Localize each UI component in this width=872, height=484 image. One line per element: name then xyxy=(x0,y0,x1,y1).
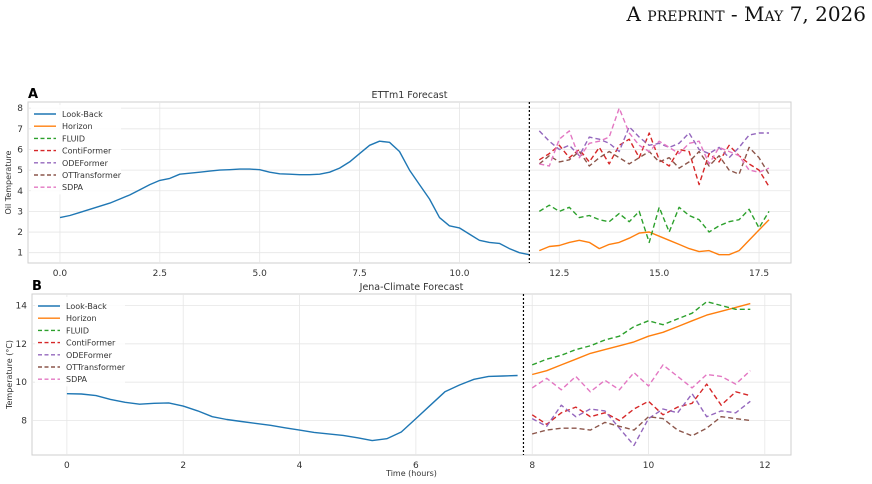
series-line-look-back xyxy=(66,374,518,442)
x-axis-label: Time (hours) xyxy=(385,469,437,478)
legend: Look-Back Horizon FLUID ContiFormer ODEForme… xyxy=(31,105,122,195)
y-tick-label: 4 xyxy=(17,187,23,197)
legend: Look-Back Horizon FLUID ContiFormer ODEForme… xyxy=(35,297,126,387)
y-tick-label: 3 xyxy=(17,207,23,217)
legend-label: Look-Back xyxy=(62,110,103,119)
x-tick-label: 2.5 xyxy=(153,269,167,279)
legend-label: Horizon xyxy=(62,122,93,131)
x-tick-label: 17.5 xyxy=(749,269,769,279)
x-tick-label: 0 xyxy=(64,461,70,471)
x-tick-label: 0.0 xyxy=(53,269,68,279)
page-header-text: A preprint - May 7, 2026 xyxy=(626,2,867,26)
y-axis-label: Oil Temperature xyxy=(4,150,13,214)
x-tick-label: 15.0 xyxy=(649,269,669,279)
x-tick-label: 10 xyxy=(643,461,655,471)
y-tick-label: 14 xyxy=(16,302,28,312)
x-tick-label: 4 xyxy=(297,461,303,471)
series-line-sdpa xyxy=(531,364,751,393)
series-line-look-back xyxy=(59,140,530,256)
panel-label: A xyxy=(28,87,38,102)
chart-panel-b: 0 2 4 6 8 10 12 8 10 12 14 Jena-Climate Forecast B Te… xyxy=(5,279,792,478)
legend-label: SDPA xyxy=(62,183,84,192)
legend-label: Look-Back xyxy=(66,302,107,311)
x-tick-label: 2 xyxy=(180,461,186,471)
legend-label: SDPA xyxy=(66,375,88,384)
x-tick-label: 10.0 xyxy=(449,269,469,279)
series-line-odeformer xyxy=(531,393,751,447)
x-tick-label: 6 xyxy=(413,461,419,471)
y-tick-label: 7 xyxy=(17,125,23,135)
y-axis-label: Temperature (°C) xyxy=(5,340,14,410)
x-tick-label: 12 xyxy=(759,461,770,471)
legend-label: ODEFormer xyxy=(62,159,109,168)
x-tick-label: 7.5 xyxy=(352,269,366,279)
legend-label: Horizon xyxy=(66,314,97,323)
y-tick-label: 5 xyxy=(17,166,23,176)
series-line-horizon xyxy=(539,219,770,256)
series-line-ottransformer xyxy=(532,416,751,437)
legend-label: ContiFormer xyxy=(66,339,116,348)
legend-label: OTTransformer xyxy=(62,171,122,180)
y-tick-label: 8 xyxy=(17,104,23,114)
legend-label: ODEFormer xyxy=(66,351,113,360)
series-line-horizon xyxy=(532,302,751,376)
series-line-fluid xyxy=(538,204,770,244)
plot-area xyxy=(31,293,792,456)
page-header: A preprint - May 7, 2026 xyxy=(366,0,867,30)
y-tick-label: 6 xyxy=(17,145,23,155)
chart-title: Jena-Climate Forecast xyxy=(359,282,464,293)
legend-label: ContiFormer xyxy=(62,147,112,156)
series-line-sdpa xyxy=(539,107,770,173)
y-tick-label: 10 xyxy=(16,378,28,388)
series-line-contiformer xyxy=(531,383,751,425)
legend-box xyxy=(31,105,121,195)
y-tick-label: 1 xyxy=(17,249,23,259)
chart-panel-a: 0.0 2.5 5.0 7.5 10.0 12.5 15.0 17.5 1 2 3 4 5 6 7 8 ETTm… xyxy=(4,87,792,279)
x-tick-label: 12.5 xyxy=(549,269,569,279)
panel-label: B xyxy=(32,279,42,294)
y-tick-label: 12 xyxy=(16,340,27,350)
y-tick-label: 8 xyxy=(21,417,27,427)
x-tick-label: 8 xyxy=(529,461,535,471)
chart-title: ETTm1 Forecast xyxy=(372,90,448,101)
legend-label: OTTransformer xyxy=(66,363,126,372)
y-tick-label: 2 xyxy=(17,228,23,238)
series-line-ottransformer xyxy=(538,146,770,175)
x-tick-label: 5.0 xyxy=(253,269,268,279)
legend-label: FLUID xyxy=(62,134,85,143)
plot-area xyxy=(27,101,792,264)
legend-label: FLUID xyxy=(66,326,89,335)
legend-box xyxy=(35,297,125,387)
